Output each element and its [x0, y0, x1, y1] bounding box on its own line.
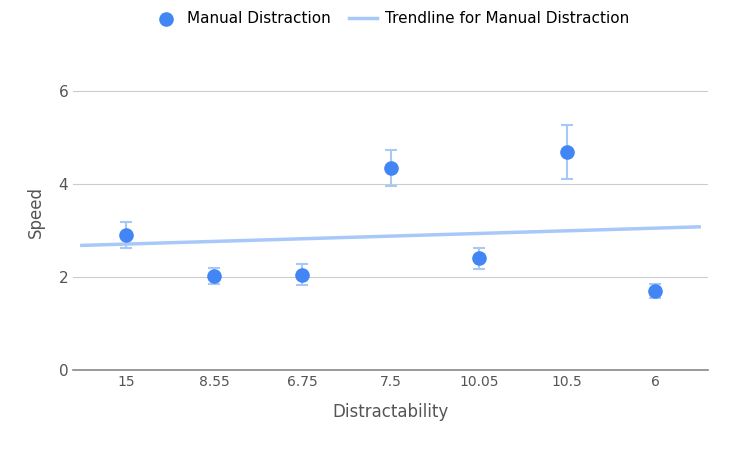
Manual Distraction [385, 164, 396, 171]
Manual Distraction [208, 272, 220, 280]
Trendline for Manual Distraction [192, 239, 201, 244]
Trendline for Manual Distraction [664, 225, 672, 230]
Trendline for Manual Distraction [77, 243, 86, 248]
Trendline for Manual Distraction [242, 238, 250, 243]
Manual Distraction [473, 255, 485, 262]
Manual Distraction [650, 287, 661, 295]
Manual Distraction [296, 271, 308, 278]
X-axis label: Distractability: Distractability [332, 403, 449, 421]
Trendline for Manual Distraction [642, 226, 651, 231]
Line: Trendline for Manual Distraction: Trendline for Manual Distraction [82, 227, 699, 245]
Y-axis label: Speed: Speed [26, 186, 45, 238]
Legend: Manual Distraction, Trendline for Manual Distraction: Manual Distraction, Trendline for Manual… [146, 5, 635, 32]
Trendline for Manual Distraction [102, 242, 111, 247]
Manual Distraction [561, 148, 573, 155]
Trendline for Manual Distraction [115, 242, 123, 247]
Manual Distraction [120, 231, 131, 239]
Trendline for Manual Distraction [695, 224, 704, 230]
